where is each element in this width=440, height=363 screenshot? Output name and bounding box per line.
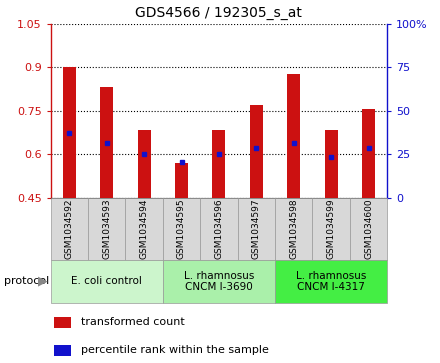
Text: GSM1034593: GSM1034593 bbox=[102, 198, 111, 259]
Bar bbox=[350, 198, 387, 260]
Text: GSM1034598: GSM1034598 bbox=[289, 198, 298, 259]
Bar bbox=[287, 74, 300, 198]
Bar bbox=[238, 198, 275, 260]
Bar bbox=[175, 163, 188, 198]
Bar bbox=[250, 105, 263, 198]
Text: percentile rank within the sample: percentile rank within the sample bbox=[81, 345, 269, 355]
Bar bbox=[163, 260, 275, 303]
Text: GSM1034594: GSM1034594 bbox=[139, 199, 149, 259]
Bar bbox=[163, 198, 200, 260]
Text: ▶: ▶ bbox=[38, 275, 48, 288]
Bar bbox=[275, 260, 387, 303]
Bar bbox=[362, 109, 375, 198]
Bar bbox=[54, 318, 71, 328]
Text: GSM1034600: GSM1034600 bbox=[364, 198, 373, 259]
Bar bbox=[51, 260, 163, 303]
Bar bbox=[275, 198, 312, 260]
Bar bbox=[138, 130, 150, 198]
Text: GSM1034595: GSM1034595 bbox=[177, 198, 186, 259]
Bar bbox=[213, 130, 225, 198]
Bar bbox=[200, 198, 238, 260]
Text: transformed count: transformed count bbox=[81, 317, 185, 327]
Text: E. coli control: E. coli control bbox=[71, 276, 142, 286]
Bar bbox=[312, 198, 350, 260]
Bar bbox=[100, 87, 113, 198]
Text: GSM1034597: GSM1034597 bbox=[252, 198, 261, 259]
Bar bbox=[51, 198, 88, 260]
Text: GSM1034596: GSM1034596 bbox=[214, 198, 224, 259]
Bar bbox=[54, 345, 71, 356]
Text: GSM1034599: GSM1034599 bbox=[326, 198, 336, 259]
Text: L. rhamnosus
CNCM I-4317: L. rhamnosus CNCM I-4317 bbox=[296, 270, 366, 292]
Bar bbox=[88, 198, 125, 260]
Title: GDS4566 / 192305_s_at: GDS4566 / 192305_s_at bbox=[136, 6, 302, 20]
Text: protocol: protocol bbox=[4, 276, 50, 286]
Text: GSM1034592: GSM1034592 bbox=[65, 199, 74, 259]
Text: L. rhamnosus
CNCM I-3690: L. rhamnosus CNCM I-3690 bbox=[184, 270, 254, 292]
Bar bbox=[63, 66, 76, 198]
Bar bbox=[125, 198, 163, 260]
Bar bbox=[325, 130, 337, 198]
